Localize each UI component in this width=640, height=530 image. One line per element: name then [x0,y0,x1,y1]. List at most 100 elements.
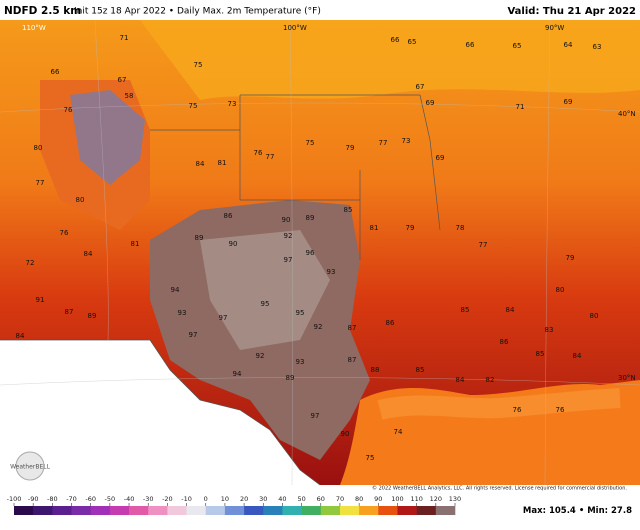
station-value: 89 [88,312,97,320]
station-value: 87 [65,308,74,316]
colorbar-segment [129,506,149,515]
colorbar-segment [224,506,245,515]
mexico [0,340,320,485]
station-value: 93 [296,358,305,366]
colorbar-segment [148,506,168,515]
separator: • [579,506,584,516]
colorbar-segment [339,506,360,515]
station-value: 76 [60,229,69,237]
station-value: 67 [416,83,425,91]
station-value: 92 [256,352,265,360]
colorbar-segment [167,506,187,515]
station-value: 93 [178,309,187,317]
station-value: 76 [556,406,565,414]
min-value: 27.8 [611,506,632,516]
station-value: 76 [513,406,522,414]
min-label: Min: [587,506,608,516]
station-value: 89 [306,214,315,222]
station-value: 63 [593,43,602,51]
colorbar-tick-label: 110 [410,495,422,503]
colorbar-segment [416,506,437,515]
graticule-label: 30°N [618,374,636,382]
station-value: 96 [306,249,315,257]
colorbar: -100 -90 -80 -70 -60 -50 -40 -30 -20 -10 0 10 20 30 40… [7,495,461,515]
station-value: 80 [590,312,599,320]
colorbar-tick-label: -70 [66,495,77,503]
colorbar-tick-label: 0 [204,495,208,503]
colorbar-segment [205,506,226,515]
colorbar-segment [244,506,264,515]
station-value: 84 [16,332,25,340]
station-value: 85 [344,206,353,214]
colorbar-segment [14,506,34,515]
station-value: 79 [346,144,355,152]
station-value: 86 [500,338,509,346]
station-value: 81 [218,159,227,167]
colorbar-segment [109,506,130,515]
colorbar-tick-label: 40 [278,495,286,503]
gulf-shelf [377,388,621,420]
logo: WeatherBELL [10,464,51,471]
station-value: 82 [486,376,495,384]
station-value: 85 [536,350,545,358]
map: 110°W 100°W 90°W 40°N 30°N 66 71 75 73 67 58 7… [0,19,640,492]
station-value: 66 [51,68,60,76]
station-value: 76 [64,106,73,114]
state-lines [150,94,441,260]
station-value: 85 [416,366,425,374]
station-value: 84 [573,352,582,360]
station-value: 77 [379,139,388,147]
station-value: 77 [479,241,488,249]
high-terrain [70,90,145,185]
station-value: 90 [229,240,238,248]
colorbar-tick-label: -60 [85,495,96,503]
station-value: 80 [34,144,43,152]
station-value: 89 [195,234,204,242]
station-value: 97 [284,256,293,264]
station-value: 87 [348,324,357,332]
station-value: 79 [406,224,415,232]
station-value: 73 [402,137,411,145]
station-value: 75 [194,61,203,69]
colorbar-tick-label: 80 [355,495,363,503]
colorbar-segment [33,506,53,515]
colorbar-tick-label: 60 [317,495,325,503]
station-value: 94 [171,286,180,294]
graticule-label: 100°W [283,24,307,32]
colorbar-tick-label: -30 [143,495,154,503]
station-value: 73 [228,100,237,108]
station-value: 75 [189,102,198,110]
hottest-core [200,230,330,350]
colorbar-segment [282,506,302,515]
station-value: 69 [426,99,435,107]
graticule-label: 110°W [22,24,46,32]
station-value: 90 [341,430,350,438]
station-value: 86 [386,319,395,327]
valid-time: Valid: Thu 21 Apr 2022 [507,6,636,17]
colorbar-segment [186,506,207,515]
graticule-label: 90°W [545,24,564,32]
station-value: 97 [311,412,320,420]
station-value: 84 [506,306,515,314]
station-value: 83 [545,326,554,334]
station-value: 75 [306,139,315,147]
colorbar-tick-label: -80 [47,495,58,503]
station-value: 93 [327,268,336,276]
station-value: 58 [125,92,134,100]
colorbar-segment [435,506,456,515]
station-value: 72 [26,259,35,267]
station-value: 89 [286,374,295,382]
colorbar-tick-label: 30 [259,495,267,503]
colorbar-tick-label: -40 [124,495,135,503]
station-value: 88 [371,366,380,374]
colorbar-tick-label: 120 [430,495,442,503]
station-value: 87 [348,356,357,364]
station-value: 81 [131,240,140,248]
graticule-label: 40°N [618,110,636,118]
station-value: 94 [233,370,242,378]
station-value: 95 [296,309,305,317]
colorbar-tick-label: 50 [297,495,305,503]
colorbar-segment [359,506,379,515]
station-value: 85 [461,306,470,314]
